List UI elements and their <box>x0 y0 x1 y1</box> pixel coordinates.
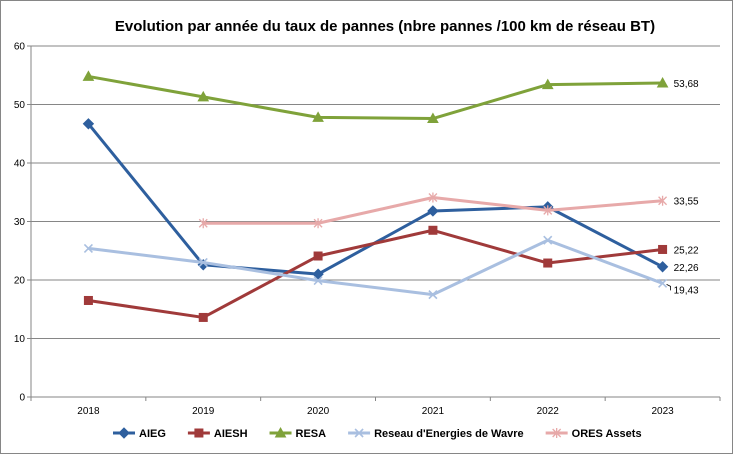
data-label-aiesh: 25,22 <box>674 245 699 256</box>
data-label-aieg: 22,26 <box>674 263 699 274</box>
data-label-resa: 53,68 <box>674 79 699 90</box>
point-resa-2022 <box>541 78 554 90</box>
series-line-resa <box>88 74 663 121</box>
point-resa-2019 <box>197 90 210 102</box>
point-ores-assets-2022 <box>543 205 553 216</box>
point-resa-2023 <box>656 76 669 88</box>
legend-label-aiesh: AIESH <box>214 428 248 440</box>
axes: 0 10 20 30 40 50 60 2018 2019 2020 2021 2022 2023 <box>14 42 721 417</box>
data-label-ores-assets: 33,55 <box>674 197 699 208</box>
point-reseau-d-energies-de-wavre-2019 <box>198 257 208 268</box>
legend-label-resa: RESA <box>296 428 327 440</box>
point-aiesh-2022 <box>543 258 553 268</box>
y-tick-label-30: 30 <box>14 217 26 228</box>
point-resa-2020 <box>312 111 324 122</box>
data-labels: 22,26 25,22 53,68 19,43 33,55 <box>666 79 699 296</box>
point-reseau-d-energies-de-wavre-2021 <box>428 290 438 300</box>
point-ores-assets-2021 <box>428 192 438 203</box>
point-resa-2018 <box>82 70 95 81</box>
chart-title: Evolution par année du taux de pannes (n… <box>115 18 655 35</box>
point-aiesh-2019 <box>198 312 208 322</box>
gridlines <box>31 45 720 339</box>
legend-label-ores-assets: ORES Assets <box>572 428 642 440</box>
point-reseau-d-energies-de-wavre-2018 <box>83 243 93 253</box>
x-tick-label-2022: 2022 <box>537 406 560 417</box>
y-tick-label-10: 10 <box>14 334 26 345</box>
point-ores-assets-2020 <box>313 218 323 229</box>
point-resa-2021 <box>427 112 439 124</box>
x-tick-label-2021: 2021 <box>422 406 445 417</box>
series-line-aiesh <box>88 228 663 319</box>
point-aiesh-2023 <box>658 244 668 254</box>
legend: AIEG AIESH RESA Reseau d'Energies de Wavre O… <box>113 426 642 440</box>
point-aieg-2018 <box>82 118 95 130</box>
leader-line-reseau-d-energies-de-wavre <box>666 283 671 291</box>
point-aieg-2023 <box>656 261 669 273</box>
x-tick-label-2020: 2020 <box>307 406 330 417</box>
point-reseau-d-energies-de-wavre-2023 <box>658 278 668 288</box>
point-ores-assets-2023 <box>658 195 668 206</box>
point-reseau-d-energies-de-wavre-2022 <box>543 235 553 245</box>
y-tick-label-40: 40 <box>14 159 26 170</box>
point-ores-assets-2019 <box>198 218 208 229</box>
point-aiesh-2021 <box>428 225 438 235</box>
point-aiesh-2020 <box>313 251 323 261</box>
series-group <box>82 70 669 322</box>
x-tick-label-2018: 2018 <box>77 406 100 417</box>
point-aiesh-2018 <box>83 295 93 305</box>
y-tick-label-20: 20 <box>14 276 26 287</box>
point-aieg-2021 <box>427 205 439 217</box>
legend-label-reseau-d-energies-de-wavre: Reseau d'Energies de Wavre <box>374 428 524 440</box>
legend-marker-aieg <box>118 427 130 439</box>
y-tick-label-50: 50 <box>14 100 26 111</box>
data-label-reseau-d-energies-de-wavre: 19,43 <box>674 285 699 296</box>
series-line-reseau-d-energies-de-wavre <box>88 238 664 297</box>
legend-marker-resa <box>274 426 287 438</box>
y-tick-label-60: 60 <box>14 42 26 53</box>
x-tick-label-2019: 2019 <box>192 406 215 417</box>
point-reseau-d-energies-de-wavre-2020 <box>313 276 323 286</box>
legend-marker-ores-assets <box>552 428 562 438</box>
legend-marker-aiesh <box>194 428 204 438</box>
legend-label-aieg: AIEG <box>139 428 166 440</box>
y-tick-label-0: 0 <box>19 393 25 404</box>
x-tick-label-2023: 2023 <box>651 406 674 417</box>
legend-marker-reseau-d-energies-de-wavre <box>354 428 364 438</box>
